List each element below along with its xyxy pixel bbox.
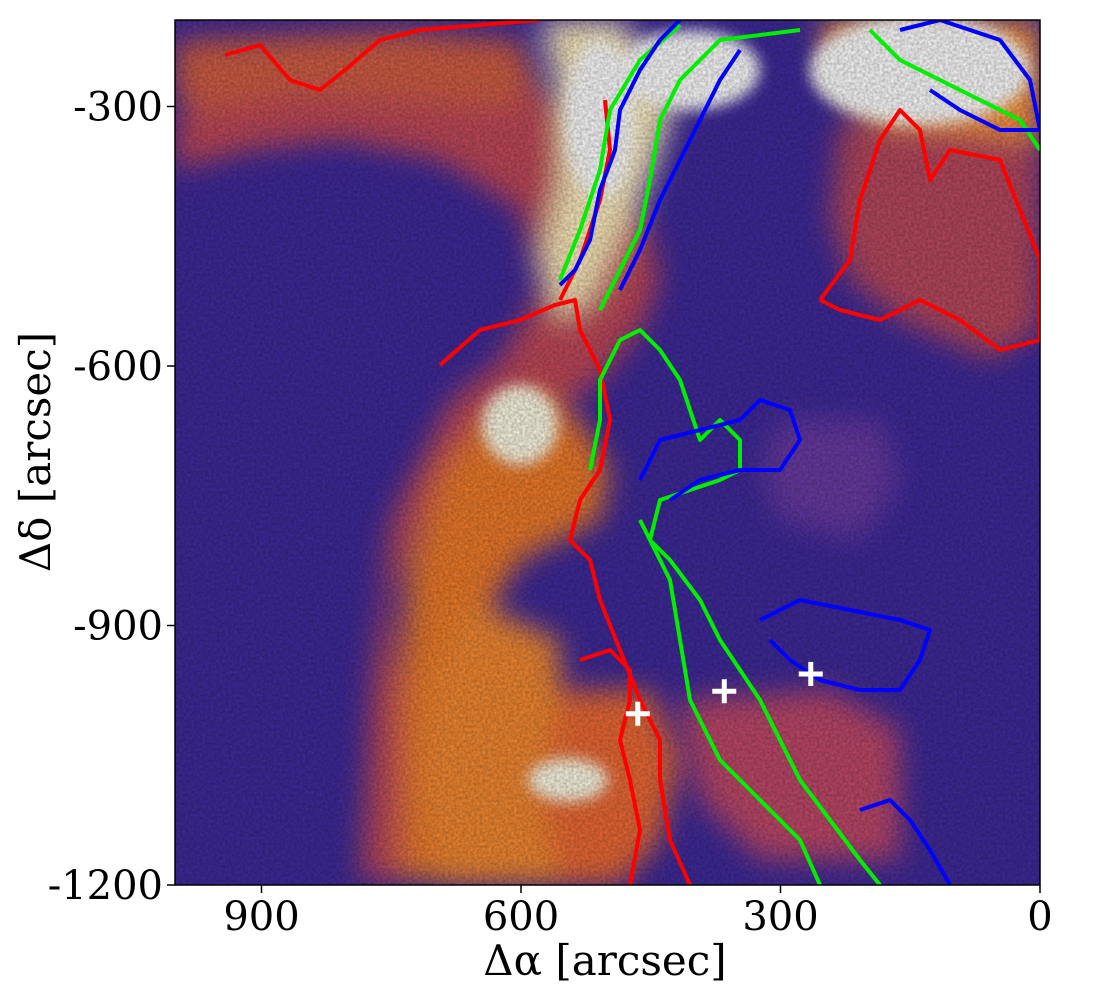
y-tick-label: -600 (73, 344, 163, 390)
marker-cross (712, 679, 737, 704)
y-axis-label: Δδ [arcsec] (11, 332, 60, 572)
y-tick-label: -1200 (48, 863, 163, 909)
x-tick-label: 300 (742, 894, 818, 940)
contour-layer (224, 20, 1040, 885)
plot-frame (174, 19, 1041, 886)
plot-area (175, 20, 1040, 885)
marker-cross (798, 661, 823, 686)
green-contour (558, 23, 1040, 885)
marker-layer (625, 661, 823, 726)
x-axis: 900 600 300 0 (223, 885, 1053, 940)
x-tick-label: 600 (483, 894, 559, 940)
heatmap-noise (175, 20, 1040, 885)
blue-contour (558, 20, 1040, 885)
y-tick-label: -900 (73, 604, 163, 650)
x-axis-label: Δα [arcsec] (483, 936, 726, 985)
marker-cross (625, 701, 650, 726)
y-tick-label: -300 (73, 85, 163, 131)
x-tick-label: 900 (223, 894, 299, 940)
x-tick-label: 0 (1027, 894, 1052, 940)
y-axis: -300 -600 -900 -1200 (48, 85, 175, 909)
